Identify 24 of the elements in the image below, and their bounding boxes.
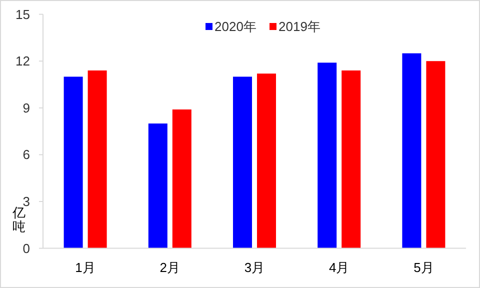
y-tick-label: 15: [16, 6, 30, 22]
bar: [64, 76, 83, 248]
bar: [257, 74, 276, 248]
y-tick-label: 9: [22, 100, 30, 116]
bar: [148, 124, 168, 248]
bar: [88, 70, 107, 248]
y-tick-label: 6: [22, 147, 30, 162]
x-tick-label: 5月: [414, 260, 434, 275]
x-tick-label: 3月: [244, 260, 265, 275]
y-tick-label: 3: [22, 194, 30, 209]
y-tick-label: 12: [16, 54, 30, 69]
bar: [426, 61, 446, 248]
bar: [342, 70, 361, 248]
x-tick-label: 2月: [160, 260, 180, 275]
bar: [318, 62, 337, 248]
y-tick-label: 0: [22, 240, 30, 256]
x-tick-label: 4月: [328, 260, 350, 275]
legend-label: 2020年: [214, 19, 256, 34]
legend-label: 2019年: [278, 19, 320, 34]
bar: [402, 53, 422, 248]
y-axis-title: 亿吨: [12, 205, 26, 234]
x-tick-label: 1月: [75, 260, 96, 275]
bar: [233, 76, 252, 248]
bar: [172, 109, 192, 248]
